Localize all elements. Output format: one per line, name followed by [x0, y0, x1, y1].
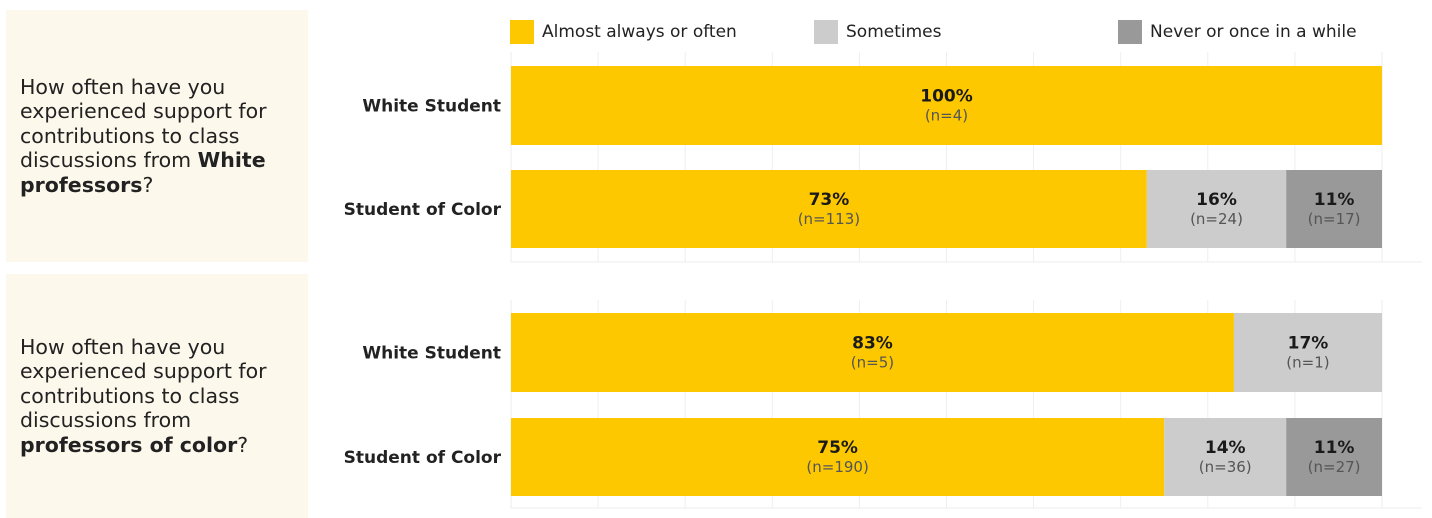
count-label: (n=1): [1286, 354, 1329, 372]
legend-swatch-sometimes: [814, 20, 838, 44]
value-label: 11%: [1314, 438, 1355, 458]
legend-item-sometimes: Sometimes: [814, 20, 941, 44]
count-label: (n=36): [1199, 458, 1252, 476]
legend-label-almost-always: Almost always or often: [542, 22, 737, 42]
category-label: Student of Color: [344, 448, 502, 468]
count-label: (n=24): [1190, 210, 1243, 228]
bar-segment: [511, 66, 1382, 145]
legend-item-never: Never or once in a while: [1118, 20, 1357, 44]
count-label: (n=27): [1308, 458, 1361, 476]
bar-segment: [511, 170, 1147, 248]
category-label: Student of Color: [344, 200, 502, 220]
value-label: 100%: [920, 87, 973, 107]
legend-label-never: Never or once in a while: [1150, 22, 1357, 42]
question-text: How often have you experienced support f…: [20, 74, 267, 197]
value-label: 11%: [1314, 190, 1355, 210]
category-label: White Student: [362, 97, 501, 117]
question-text: How often have you experienced support f…: [20, 334, 267, 457]
value-label: 83%: [852, 334, 893, 354]
bar-segment: [1286, 418, 1382, 496]
category-label: White Student: [362, 344, 501, 364]
bar-segment: [511, 418, 1165, 496]
bar-segment: [1233, 313, 1382, 392]
value-label: 16%: [1196, 190, 1237, 210]
value-label: 17%: [1288, 334, 1329, 354]
question-box-white-professors: How often have you experienced support f…: [6, 10, 308, 262]
value-label: 73%: [809, 190, 850, 210]
bar-segment: [1146, 170, 1287, 248]
count-label: (n=17): [1308, 210, 1361, 228]
count-label: (n=113): [798, 210, 860, 228]
legend-swatch-almost-always: [510, 20, 534, 44]
legend-swatch-never: [1118, 20, 1142, 44]
count-label: (n=5): [851, 354, 894, 372]
question-box-professors-of-color: How often have you experienced support f…: [6, 274, 308, 518]
question-emphasis: professors of color: [20, 432, 238, 457]
question-emphasis: White professors: [20, 148, 266, 197]
value-label: 75%: [817, 438, 858, 458]
count-label: (n=4): [925, 107, 968, 125]
bar-segment: [1164, 418, 1287, 496]
value-label: 14%: [1205, 438, 1246, 458]
legend-label-sometimes: Sometimes: [846, 22, 942, 42]
legend: Almost always or often Sometimes Never o…: [0, 0, 1432, 60]
legend-item-almost-always: Almost always or often: [510, 20, 737, 44]
bar-segment: [511, 313, 1234, 392]
bar-segment: [1286, 170, 1382, 248]
count-label: (n=190): [806, 458, 868, 476]
